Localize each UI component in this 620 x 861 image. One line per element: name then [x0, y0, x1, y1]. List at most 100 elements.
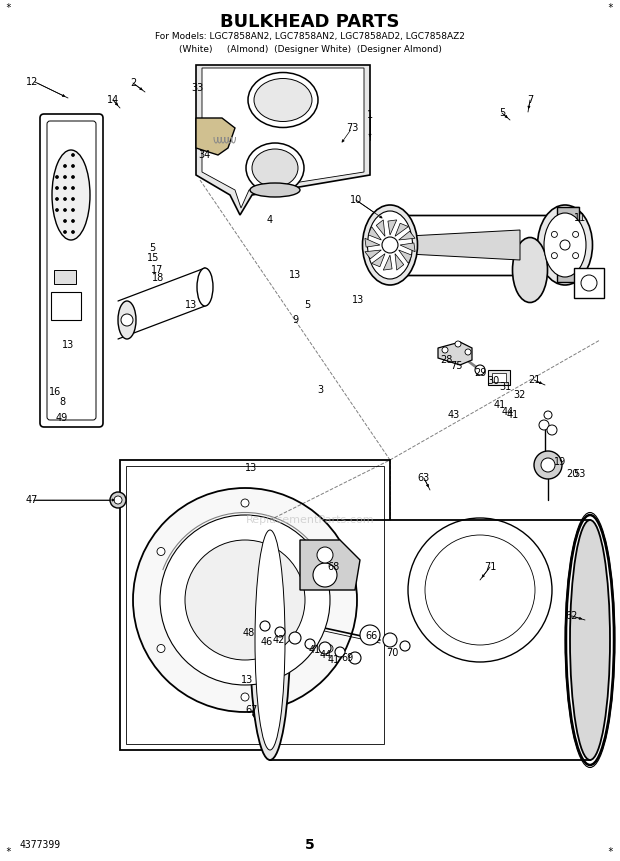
Circle shape [56, 197, 58, 201]
Text: 13: 13 [289, 270, 301, 280]
Circle shape [56, 208, 58, 212]
Polygon shape [492, 373, 506, 382]
Text: For Models: LGC7858AN2, LGC7858AN2, LGC7858AD2, LGC7858AZ2: For Models: LGC7858AN2, LGC7858AN2, LGC7… [155, 33, 465, 41]
Ellipse shape [513, 238, 547, 302]
Ellipse shape [544, 213, 586, 277]
Circle shape [71, 176, 74, 178]
Polygon shape [365, 250, 381, 259]
Polygon shape [383, 255, 392, 270]
Text: 7: 7 [527, 95, 533, 105]
Text: 5: 5 [499, 108, 505, 118]
Text: 41: 41 [309, 645, 321, 655]
Text: 43: 43 [448, 410, 460, 420]
Text: 17: 17 [151, 265, 163, 275]
Circle shape [335, 647, 345, 657]
Circle shape [56, 176, 58, 178]
Ellipse shape [368, 211, 412, 279]
Circle shape [382, 237, 398, 253]
Text: (White)     (Almond)  (Designer White)  (Designer Almond): (White) (Almond) (Designer White) (Desig… [179, 46, 441, 54]
Text: *: * [5, 3, 11, 13]
Text: 62: 62 [566, 611, 578, 621]
Polygon shape [368, 226, 381, 240]
Polygon shape [488, 370, 510, 385]
Text: *: * [5, 847, 11, 857]
Text: 33: 33 [191, 83, 203, 93]
Ellipse shape [538, 205, 593, 285]
Bar [557, 207, 579, 282]
Circle shape [241, 499, 249, 507]
Circle shape [63, 197, 66, 201]
Text: 47: 47 [26, 495, 38, 505]
Text: 73: 73 [346, 123, 358, 133]
Circle shape [383, 633, 397, 647]
Text: 70: 70 [386, 648, 398, 658]
Text: 32: 32 [513, 390, 525, 400]
Circle shape [157, 548, 165, 555]
Text: 41: 41 [328, 655, 340, 665]
Polygon shape [300, 540, 360, 590]
Circle shape [560, 240, 570, 250]
Text: 28: 28 [440, 355, 452, 365]
Circle shape [289, 632, 301, 644]
Polygon shape [196, 118, 235, 155]
Circle shape [71, 164, 74, 168]
Circle shape [534, 451, 562, 479]
Circle shape [305, 639, 315, 649]
Circle shape [241, 693, 249, 701]
Circle shape [56, 187, 58, 189]
Circle shape [71, 187, 74, 189]
Text: 53: 53 [573, 469, 585, 479]
Text: 1: 1 [367, 110, 373, 120]
Circle shape [71, 231, 74, 233]
Circle shape [313, 563, 337, 587]
Text: 4: 4 [267, 215, 273, 225]
Ellipse shape [248, 72, 318, 127]
Ellipse shape [52, 150, 90, 240]
Ellipse shape [363, 205, 417, 285]
Circle shape [360, 625, 380, 645]
Text: 14: 14 [107, 95, 119, 105]
Ellipse shape [570, 520, 610, 760]
Text: 30: 30 [487, 376, 499, 386]
Text: 44: 44 [502, 407, 514, 417]
Polygon shape [120, 460, 390, 750]
Circle shape [275, 627, 285, 637]
Polygon shape [196, 65, 370, 215]
Circle shape [573, 252, 578, 258]
Circle shape [63, 164, 66, 168]
Text: 13: 13 [245, 463, 257, 473]
Text: 71: 71 [484, 562, 496, 572]
Text: 13: 13 [185, 300, 197, 310]
Text: ReplacementParts.com: ReplacementParts.com [246, 515, 374, 525]
Circle shape [573, 232, 578, 238]
Circle shape [260, 621, 270, 631]
Circle shape [63, 208, 66, 212]
Circle shape [547, 425, 557, 435]
Circle shape [110, 492, 126, 508]
Circle shape [71, 208, 74, 212]
Polygon shape [202, 68, 364, 208]
Text: 13: 13 [352, 295, 364, 305]
Ellipse shape [252, 149, 298, 187]
Circle shape [400, 641, 410, 651]
Text: 5: 5 [149, 243, 155, 253]
Polygon shape [395, 223, 409, 236]
Text: 31: 31 [499, 382, 511, 392]
Circle shape [63, 220, 66, 222]
Ellipse shape [254, 78, 312, 121]
Text: 12: 12 [26, 77, 38, 87]
Circle shape [63, 176, 66, 178]
Text: 15: 15 [147, 253, 159, 263]
Circle shape [71, 220, 74, 222]
Text: 44: 44 [320, 650, 332, 660]
Circle shape [133, 488, 357, 712]
Ellipse shape [250, 520, 290, 760]
Text: 49: 49 [56, 413, 68, 423]
Ellipse shape [246, 143, 304, 193]
Circle shape [539, 420, 549, 430]
Circle shape [71, 197, 74, 201]
Circle shape [551, 232, 557, 238]
Text: 21: 21 [528, 375, 540, 385]
Polygon shape [376, 220, 385, 236]
Text: 48: 48 [243, 628, 255, 638]
